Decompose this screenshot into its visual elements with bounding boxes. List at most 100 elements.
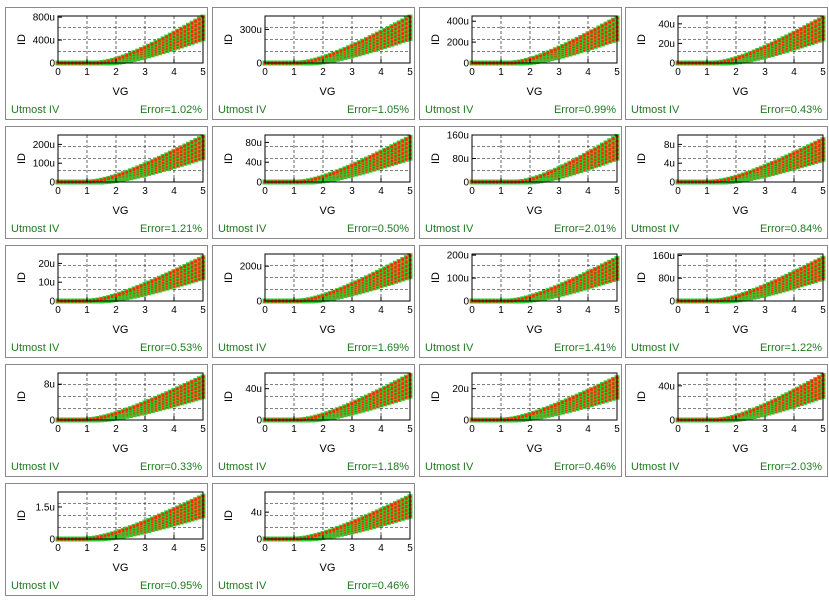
data-point [404, 137, 409, 142]
data-point [404, 268, 409, 273]
data-point [611, 141, 616, 145]
data-point [401, 31, 405, 36]
data-point [368, 35, 372, 40]
data-point [328, 53, 332, 58]
data-point [197, 145, 202, 149]
data-point [197, 266, 202, 270]
data-point [531, 177, 536, 181]
data-point [343, 167, 347, 171]
data-point [146, 161, 151, 165]
y-tick-label: 80u [245, 138, 262, 149]
data-point [194, 143, 198, 147]
plot-panel: 0 1 2 3 4 5 0 300u VG ID Utmost IV Error=1.05% [212, 7, 415, 120]
y-tick-label: 0 [256, 59, 262, 70]
data-point [608, 147, 612, 152]
data-point [604, 156, 608, 161]
y-tick-label: 0 [49, 297, 55, 308]
data-point [379, 33, 383, 38]
x-tick-label: 0 [55, 305, 61, 316]
x-tick-label: 5 [820, 67, 826, 78]
data-point [197, 22, 202, 26]
data-point [759, 47, 764, 51]
y-axis-title: ID [16, 272, 28, 283]
data-point [817, 18, 822, 22]
data-point [806, 27, 811, 32]
plot-border [677, 134, 824, 183]
data-point [604, 30, 608, 34]
data-point [604, 160, 608, 164]
data-point [393, 154, 398, 158]
error-label: Error=2.01% [553, 223, 616, 235]
x-tick-label: 3 [762, 186, 768, 197]
x-tick-label: 2 [527, 186, 533, 197]
y-tick-label: 10u [38, 278, 55, 289]
data-point [608, 20, 612, 24]
x-tick-label: 5 [407, 186, 413, 197]
data-point [803, 153, 807, 158]
data-point [401, 19, 405, 23]
data-point [125, 53, 129, 58]
data-point [404, 276, 409, 280]
data-point [806, 31, 811, 36]
y-tick-label: 0 [463, 178, 469, 189]
data-point [542, 52, 547, 57]
plot-panel: 0 1 2 3 4 5 0 200u VG ID Utmost IV Error=1.69% [212, 245, 415, 358]
data-point [397, 36, 401, 41]
data-point [600, 151, 605, 155]
data-point [404, 34, 409, 38]
data-point [390, 28, 394, 33]
data-point [404, 21, 409, 26]
data-point [404, 150, 409, 154]
plot-panel: 0 1 2 3 4 5 0 200u 400u VG ID Utmost IV Error=0.99% [419, 7, 622, 120]
data-point [727, 59, 731, 63]
data-point [194, 259, 198, 263]
data-point [194, 267, 198, 271]
data-point [335, 50, 340, 55]
x-tick-label: 1 [291, 67, 297, 78]
data-point [190, 144, 194, 149]
data-point [150, 42, 154, 47]
data-point [397, 29, 401, 33]
data-point [737, 55, 742, 60]
x-tick-label: 0 [675, 186, 681, 197]
data-point [535, 175, 539, 180]
data-point [748, 170, 753, 175]
plot-panel: 0 1 2 3 4 5 0 400u 800u VG ID Utmost IV Error=1.02% [5, 7, 208, 120]
data-point [183, 29, 187, 33]
data-point [560, 44, 565, 49]
data-point [814, 36, 818, 40]
data-point [557, 46, 561, 50]
data-point [770, 161, 774, 166]
data-point [799, 34, 803, 39]
data-point [186, 146, 191, 150]
data-point [535, 55, 539, 59]
data-point [781, 37, 785, 41]
data-point [364, 37, 369, 42]
data-point [150, 159, 154, 164]
data-point [146, 44, 151, 48]
y-axis-title: ID [223, 153, 235, 164]
data-point [146, 281, 151, 285]
plot-border [264, 134, 411, 183]
data-point [741, 173, 745, 177]
data-point [197, 34, 202, 38]
data-point [186, 38, 191, 42]
data-point [121, 291, 125, 295]
x-tick-label: 4 [378, 67, 384, 78]
data-point [600, 39, 605, 43]
data-point [197, 17, 202, 21]
data-point [172, 31, 176, 35]
data-point [770, 42, 774, 46]
data-point [353, 162, 358, 166]
x-tick-label: 4 [791, 67, 797, 78]
x-tick-label: 5 [407, 67, 413, 78]
data-point [190, 152, 194, 156]
data-point [553, 168, 558, 172]
data-point [553, 48, 558, 52]
data-point [390, 24, 394, 29]
data-point [730, 176, 735, 181]
x-tick-label: 4 [585, 67, 591, 78]
data-point [175, 29, 180, 33]
